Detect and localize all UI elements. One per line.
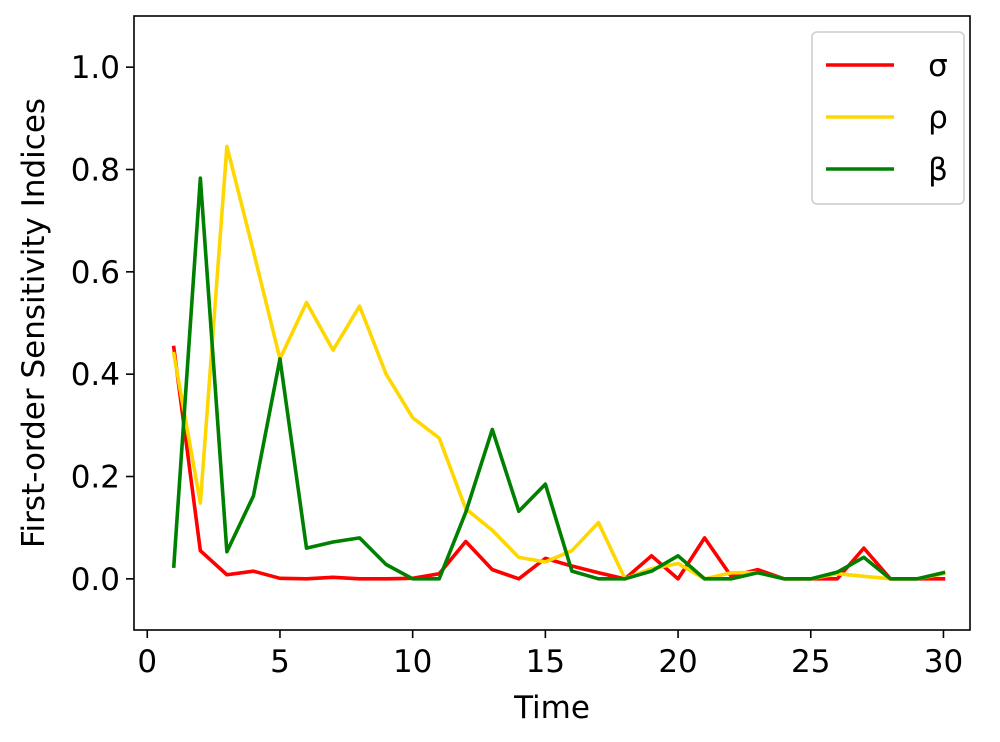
- series-line-2: [171, 144, 946, 581]
- y-tick-label: 0.0: [71, 562, 120, 598]
- legend-label-3: β: [928, 152, 948, 188]
- series-line-1: [171, 345, 946, 581]
- y-tick-label: 0.2: [71, 460, 120, 496]
- y-tick-label: 0.6: [71, 255, 120, 291]
- legend-label-1: σ: [928, 48, 948, 84]
- x-tick-label: 25: [791, 644, 830, 680]
- axes-frame: [133, 15, 971, 631]
- series-line-3: [171, 176, 946, 581]
- x-tick-label: 10: [393, 644, 432, 680]
- y-axis-ticks: 0.0 0.2 0.4 0.6 0.8 1.0: [71, 50, 134, 598]
- x-tick-label: 20: [658, 644, 697, 680]
- y-tick-label: 0.4: [71, 357, 120, 393]
- plot-series-group: [171, 144, 946, 581]
- legend: σρβ: [811, 31, 965, 205]
- x-tick-label: 0: [137, 644, 157, 680]
- y-axis-label: First-order Sensitivity Indices: [16, 98, 52, 548]
- x-axis-label: Time: [513, 690, 590, 726]
- y-tick-label: 0.8: [71, 153, 120, 189]
- x-axis-ticks: 0 5 10 15 20 25 30: [137, 630, 963, 680]
- legend-label-2: ρ: [928, 100, 948, 136]
- x-tick-label: 15: [526, 644, 565, 680]
- y-tick-label: 1.0: [71, 50, 120, 86]
- x-tick-label: 30: [924, 644, 963, 680]
- x-tick-label: 5: [270, 644, 290, 680]
